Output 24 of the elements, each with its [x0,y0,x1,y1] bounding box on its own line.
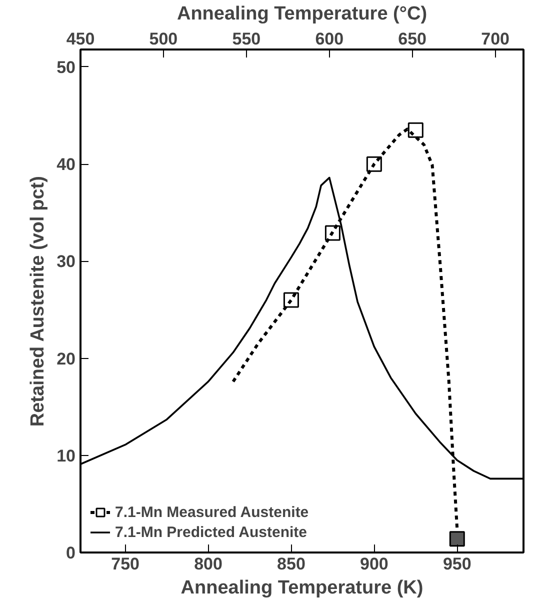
legend-label: 7.1-Mn Predicted Austenite [115,524,307,540]
x-tick-label: 900 [360,554,388,574]
point [408,122,424,138]
y-axis-title: Retained Austenite (vol pct) [28,176,49,427]
x2-tick-label: 650 [398,30,427,48]
y-tick-label: 50 [56,58,76,77]
x-tick-label: 850 [277,554,306,574]
x2-tick-label: 450 [66,30,95,48]
y-tick-label: 20 [56,349,76,368]
x2-tick-label: 500 [149,30,178,48]
point [449,531,465,547]
x2-axis-title: Annealing Temperature (°C) [176,4,428,24]
y-tick-label: 0 [66,544,76,562]
x-tick-label: 800 [194,554,222,574]
y-tick-label: 40 [56,155,76,174]
x-tick-label: 750 [111,554,140,574]
x-tick-label: 950 [442,554,472,574]
x-axis-title: Annealing Temperature (K) [180,578,424,598]
x2-tick-label: 700 [481,30,510,48]
y-tick-label: 30 [56,252,76,272]
x2-tick-label: 550 [232,30,261,48]
y-tick-label: 10 [56,446,76,466]
legend-label: 7.1-Mn Measured Austenite [115,504,309,520]
x2-tick-label: 600 [315,30,344,48]
